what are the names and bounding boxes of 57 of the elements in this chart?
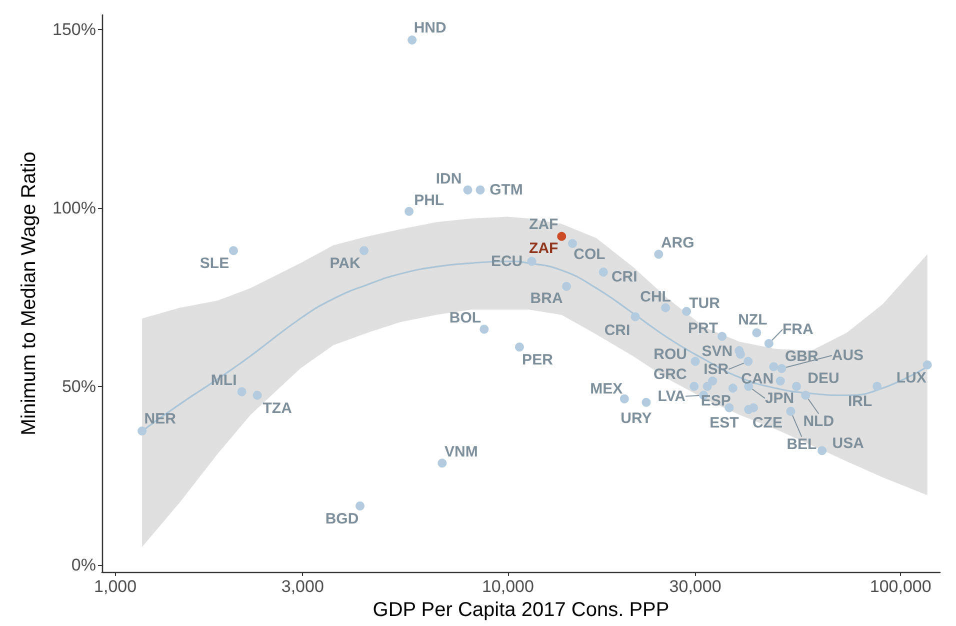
data-label: BRA	[530, 290, 563, 307]
data-label: USA	[832, 435, 864, 452]
y-tick-label: 0%	[71, 555, 96, 574]
x-tick-label: 1,000	[94, 577, 137, 596]
data-label: IDN	[436, 170, 462, 188]
data-label: BGD	[325, 510, 359, 528]
data-label: GTM	[490, 181, 523, 198]
data-label: PHL	[414, 192, 444, 209]
data-label: EST	[710, 414, 739, 432]
x-tick-label: 3,000	[281, 577, 324, 596]
x-axis-title: GDP Per Capita 2017 Cons. PPP	[372, 599, 670, 621]
data-label: ZAF	[529, 240, 558, 257]
data-label: URY	[620, 410, 652, 427]
data-label: SLE	[200, 255, 230, 272]
data-label: ARG	[660, 234, 694, 252]
data-label: GRC	[653, 366, 687, 383]
data-label: PRT	[688, 320, 718, 337]
data-label: SVN	[702, 343, 733, 360]
data-label: BOL	[449, 310, 482, 327]
data-label: HND	[414, 19, 446, 36]
data-label: CRI	[611, 268, 638, 286]
data-label: NLD	[803, 412, 834, 430]
data-label: NER	[144, 410, 176, 428]
data-label: CAN	[741, 370, 774, 388]
y-tick-label: 150%	[52, 20, 96, 39]
x-tick-label: 100,000	[870, 577, 932, 596]
data-label: BEL	[786, 436, 817, 453]
data-label: VNM	[444, 444, 478, 461]
data-label: TUR	[689, 294, 720, 312]
data-label: IRL	[848, 392, 872, 410]
data-label: AUS	[832, 346, 864, 364]
data-label: PAK	[330, 255, 360, 272]
y-tick-label: 50%	[62, 376, 96, 396]
data-label: CRI	[604, 322, 630, 340]
x-tick-label: 30,000	[669, 577, 722, 596]
data-label: CZE	[752, 414, 782, 432]
data-label: LVA	[658, 388, 686, 405]
data-label: COL	[574, 246, 606, 264]
annotation: ZAF	[529, 216, 558, 233]
data-label: ROU	[654, 346, 687, 363]
data-label: FRA	[782, 320, 814, 338]
y-tick-label: 100%	[52, 198, 96, 218]
data-label: ISR	[704, 360, 729, 378]
x-tick-label: 10,000	[482, 577, 534, 596]
data-label: GBR	[784, 348, 818, 366]
data-label: TZA	[262, 400, 292, 417]
data-label: ESP	[700, 392, 731, 410]
data-label: JPN	[764, 390, 794, 407]
data-label: LUX	[896, 369, 926, 386]
data-label: NZL	[738, 311, 768, 328]
data-label: PER	[522, 352, 554, 369]
data-label: ECU	[490, 252, 523, 270]
data-label: MLI	[210, 372, 237, 390]
data-label: DEU	[808, 370, 840, 387]
data-label: MEX	[590, 380, 623, 398]
data-label: CHL	[640, 288, 671, 306]
y-axis-title: Minimum to Median Wage Ratio	[18, 152, 40, 436]
